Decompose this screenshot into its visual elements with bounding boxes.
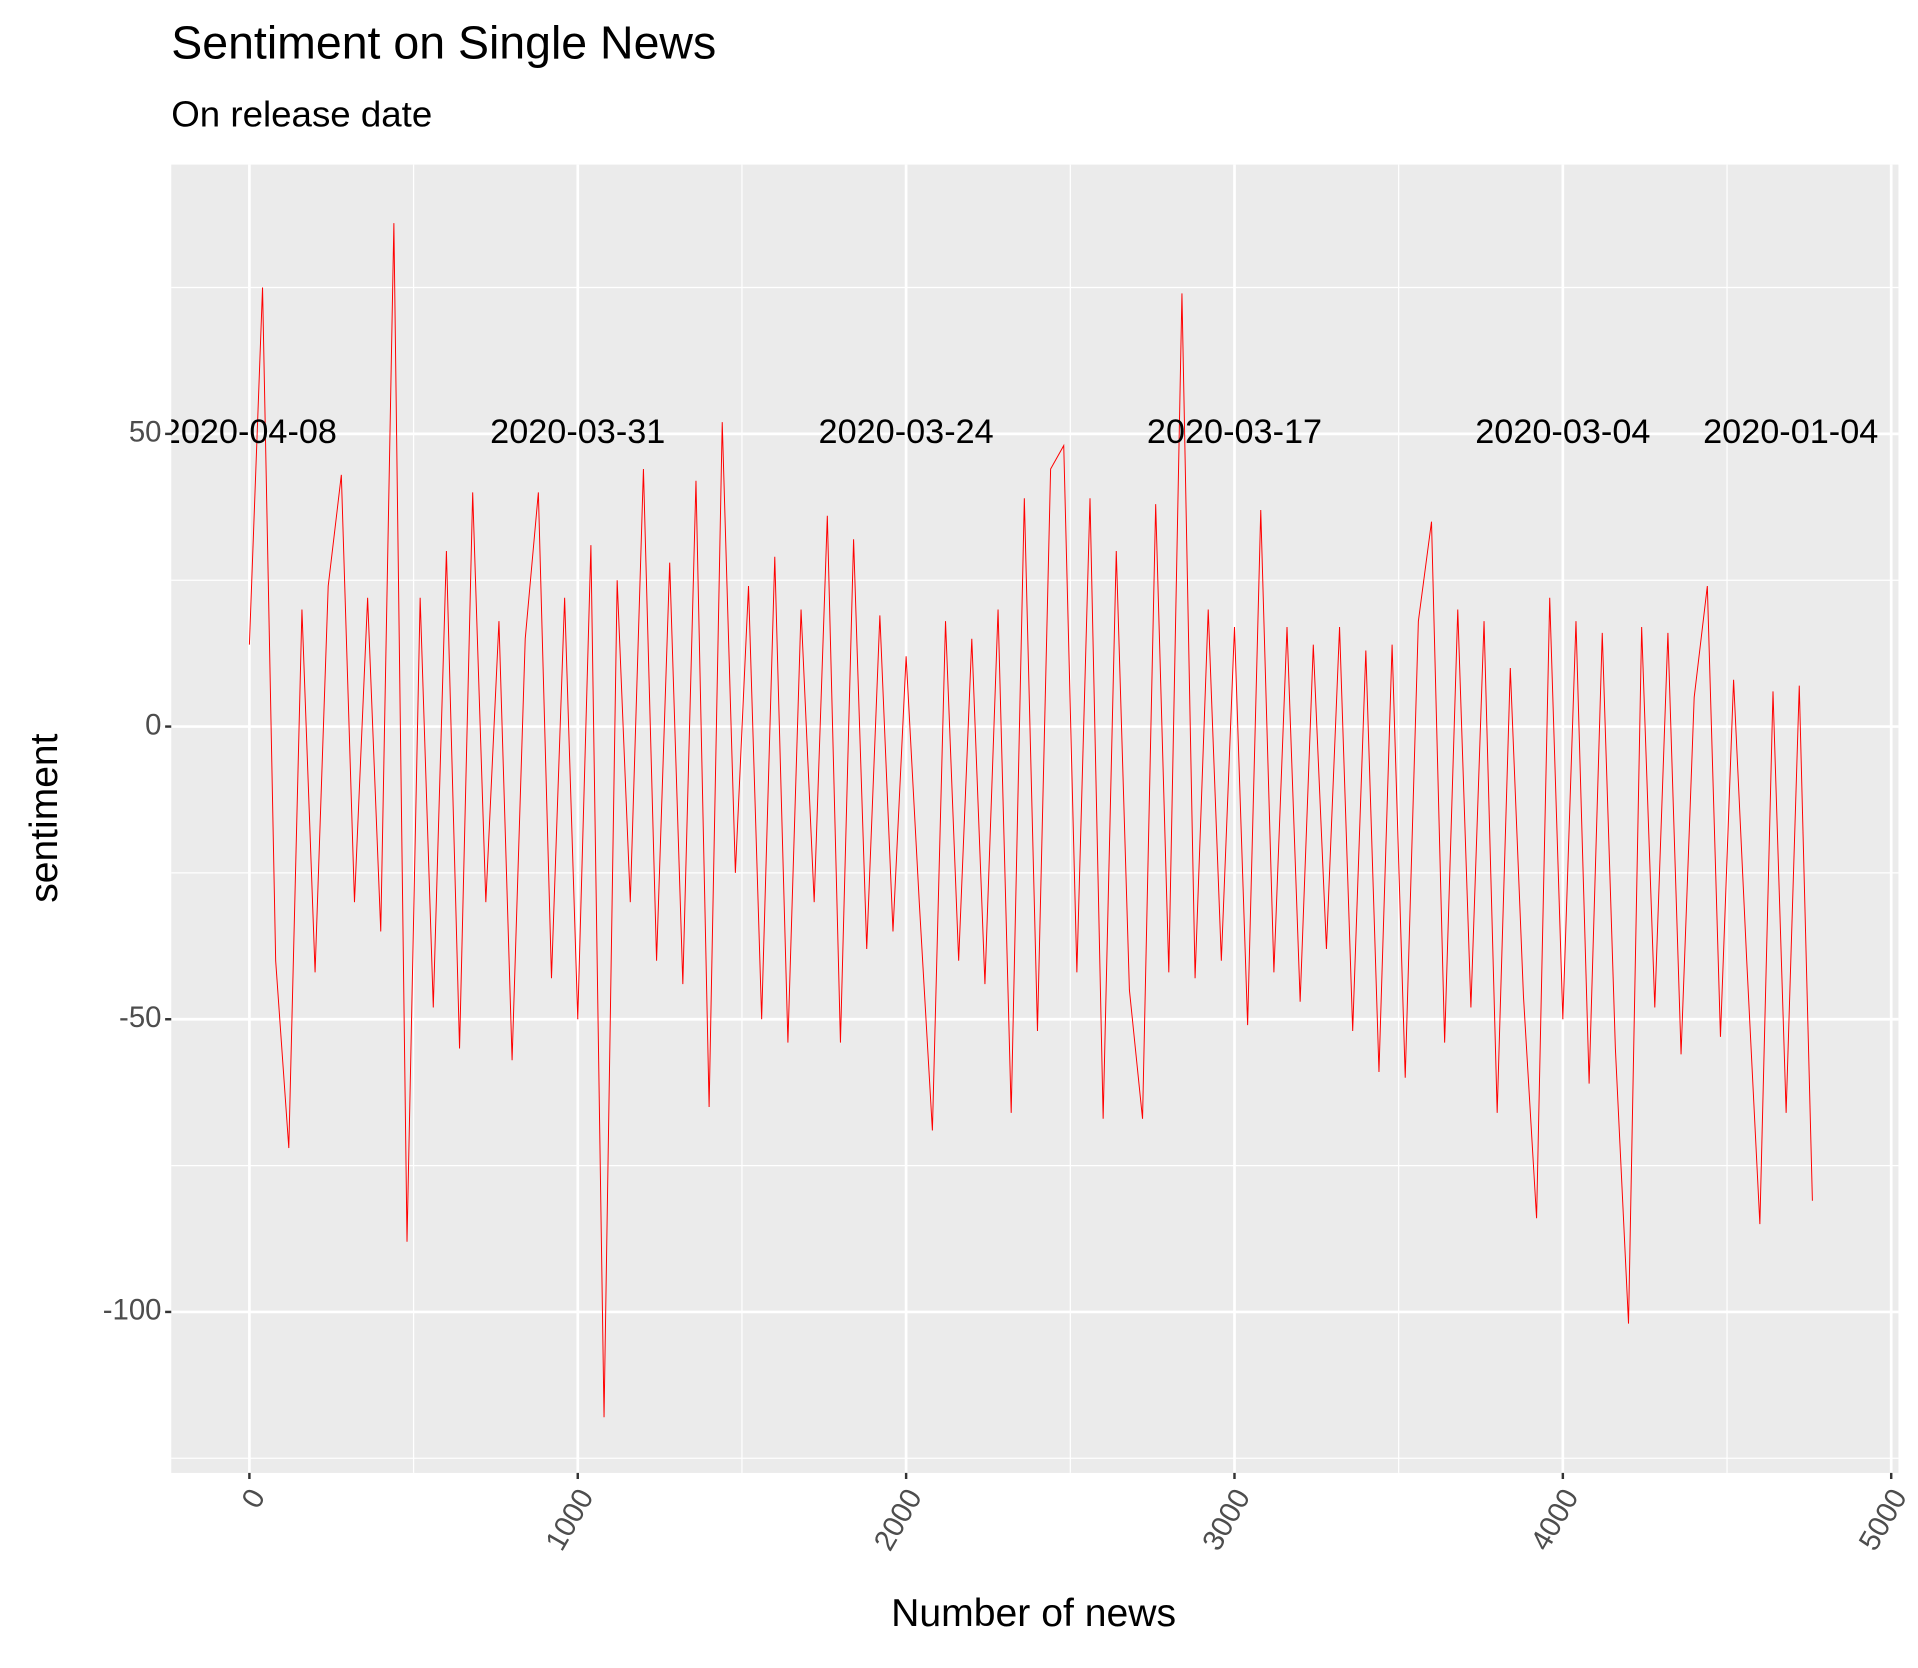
annotation: 2020-03-04 (1475, 413, 1650, 451)
chart-subtitle: On release date (171, 94, 432, 135)
y-tick-label: -50 (119, 1001, 161, 1034)
annotation: 2020-01-04 (1703, 413, 1878, 451)
panel (171, 164, 1899, 1473)
y-tick-label: 0 (145, 708, 161, 741)
annotation: 2020-03-17 (1147, 413, 1322, 451)
x-tick-label: 4000 (1524, 1483, 1585, 1556)
data-line (248, 223, 1813, 1418)
y-tick-label: -100 (103, 1294, 162, 1327)
chart-title: Sentiment on Single News (171, 17, 716, 69)
y-tick-label: 50 (129, 416, 162, 449)
x-axis-title: Number of news (891, 1592, 1176, 1635)
x-tick-label: 2000 (867, 1483, 928, 1556)
x-tick-label: 1000 (539, 1483, 600, 1556)
x-tick-label: 3000 (1196, 1483, 1257, 1556)
y-axis-title: sentiment (23, 733, 66, 902)
annotation: 2020-04-08 (162, 413, 337, 451)
x-tick-label: 5000 (1853, 1483, 1914, 1556)
annotation: 2020-03-31 (490, 413, 665, 451)
annotation: 2020-03-24 (819, 413, 994, 451)
x-tick-label: 0 (235, 1483, 272, 1514)
plot-area: 2020-04-08 2020-03-31 2020-03-24 2020-03-17… (162, 223, 1878, 1418)
